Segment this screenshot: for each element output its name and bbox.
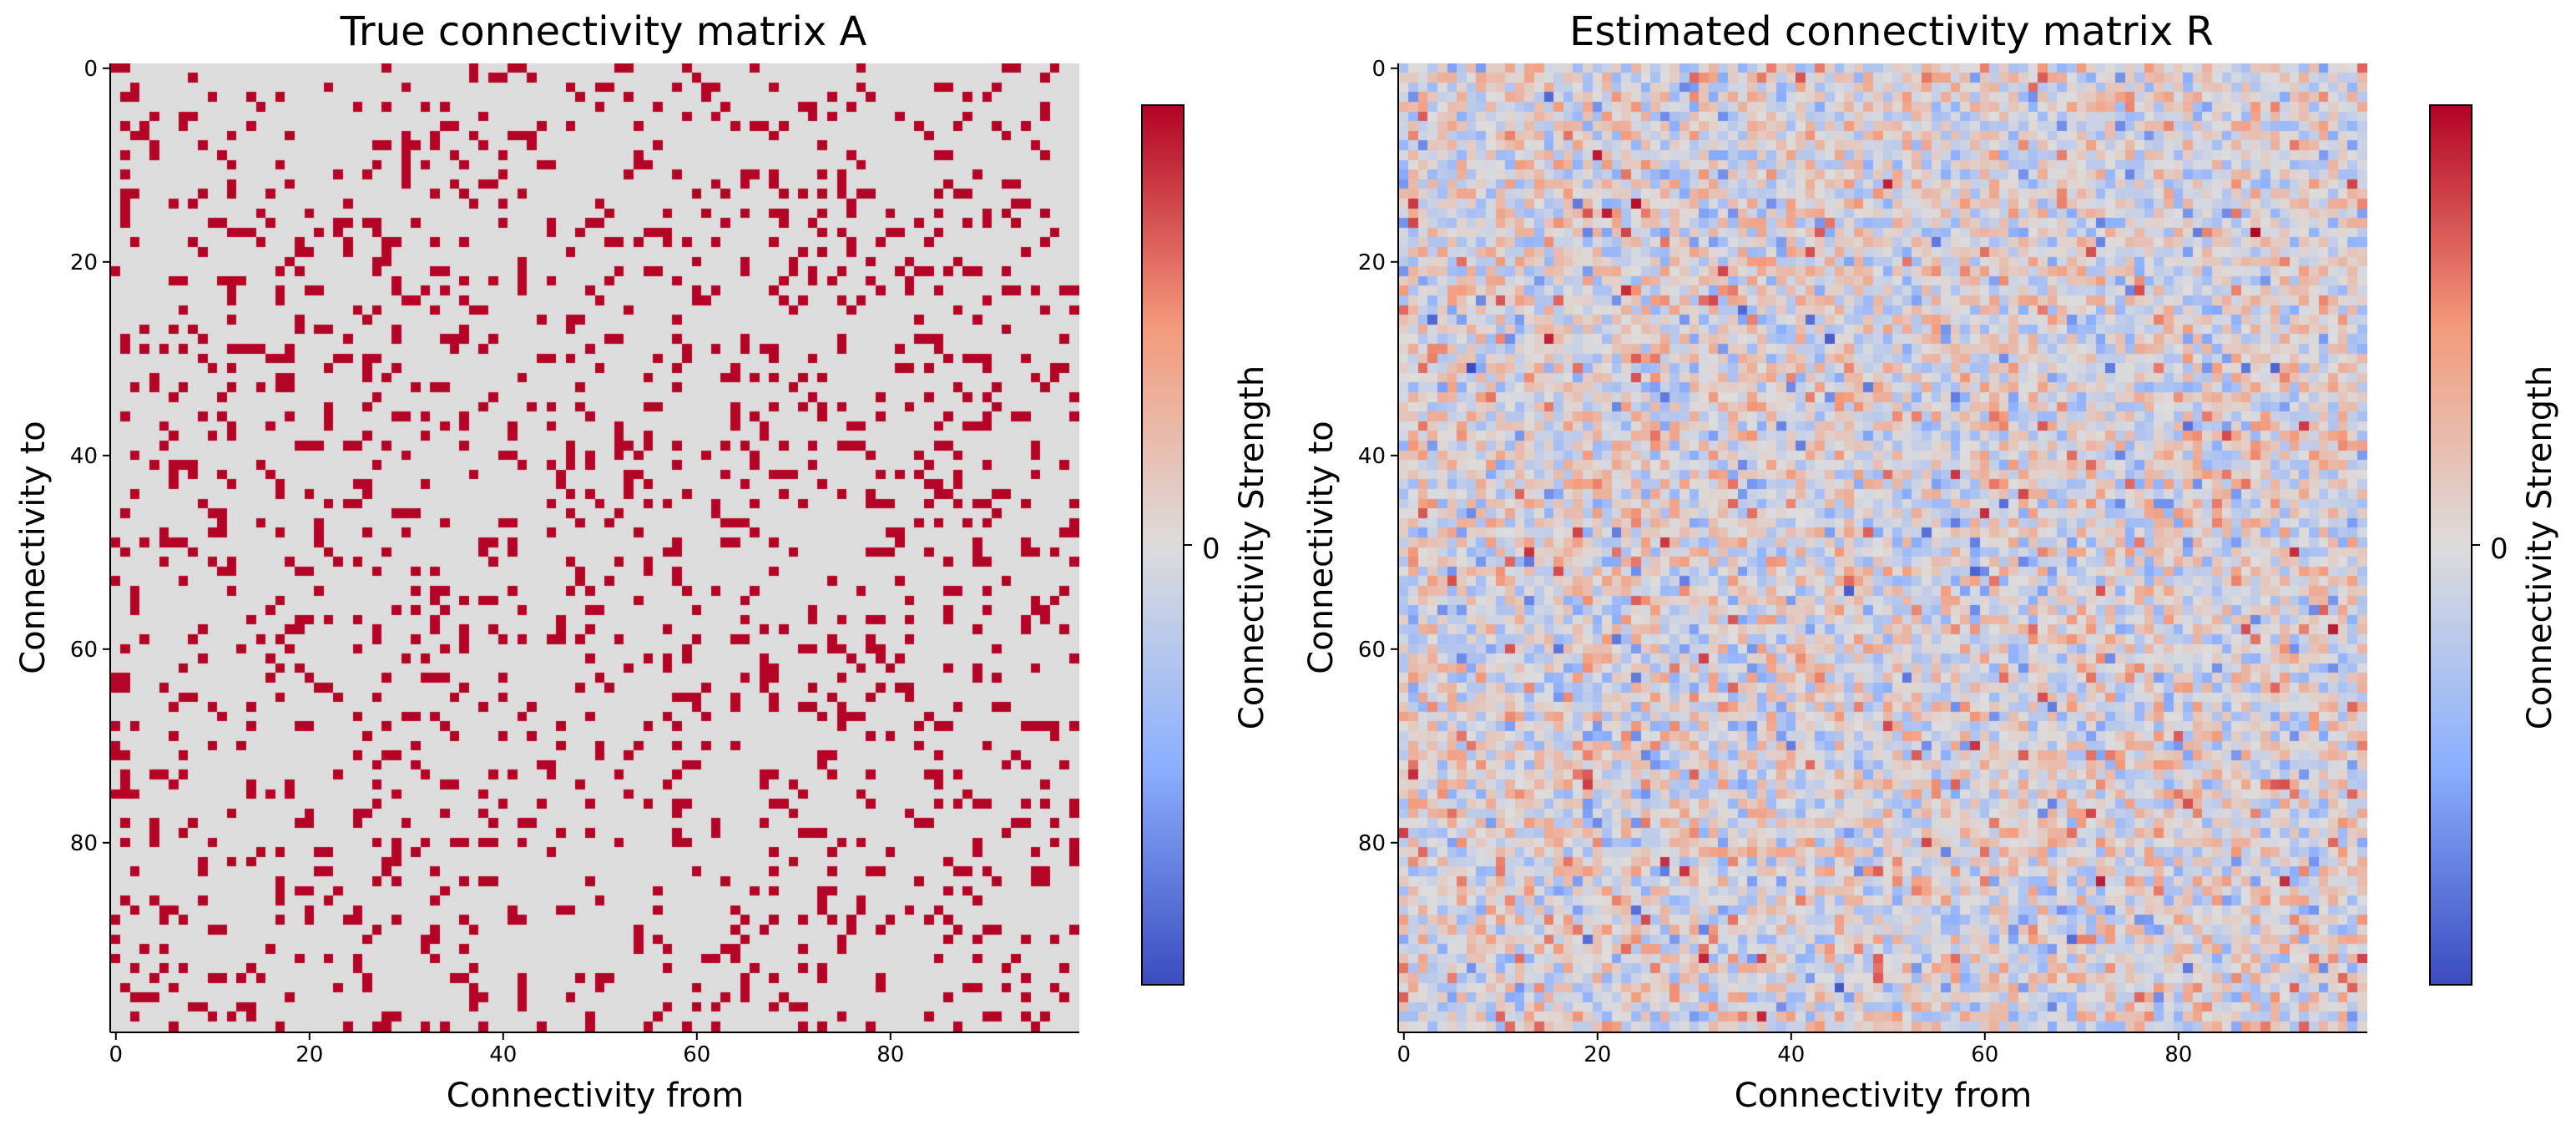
y-tick-label: 40 bbox=[1358, 444, 1386, 469]
y-tick-label: 0 bbox=[1371, 57, 1386, 82]
x-tick-label: 80 bbox=[876, 1042, 904, 1067]
x-axis-label: Connectivity from bbox=[446, 1077, 745, 1115]
y-tick-label: 80 bbox=[1358, 831, 1386, 856]
x-tick-label: 0 bbox=[1397, 1042, 1412, 1067]
y-tick-label: 40 bbox=[70, 444, 98, 469]
heatmap-grid bbox=[111, 63, 1079, 1032]
x-tick-label: 80 bbox=[2164, 1042, 2192, 1067]
y-tick-label: 20 bbox=[70, 250, 98, 275]
x-tick-label: 0 bbox=[109, 1042, 124, 1067]
colorbar-label: Connectivity Strength bbox=[1233, 365, 1271, 730]
y-tick-label: 60 bbox=[1358, 638, 1386, 663]
x-tick-label: 60 bbox=[683, 1042, 710, 1067]
y-tick-label: 60 bbox=[70, 638, 98, 663]
y-tick-label: 20 bbox=[1358, 250, 1386, 275]
x-tick-label: 20 bbox=[1583, 1042, 1611, 1067]
panel-estimated-matrix: Estimated connectivity matrix R 0 20 40 60 8… bbox=[1288, 0, 2576, 1135]
panel-true-matrix: True connectivity matrix A 0 20 40 60 80 0 20 4… bbox=[14, 8, 1271, 1115]
x-axis-label: Connectivity from bbox=[1734, 1077, 2033, 1115]
heatmap-axes: 0 20 40 60 80 0 20 40 60 80 bbox=[1358, 57, 2480, 1067]
heatmap-grid bbox=[1399, 63, 2367, 1032]
y-tick-label: 0 bbox=[83, 57, 98, 82]
chart-title: Estimated connectivity matrix R bbox=[1569, 8, 2214, 55]
y-tick-label: 80 bbox=[70, 831, 98, 856]
colorbar-tick-label: 0 bbox=[1202, 532, 1220, 566]
x-tick-label: 40 bbox=[1777, 1042, 1805, 1067]
colorbar-tick-label: 0 bbox=[2490, 532, 2508, 566]
y-axis-label: Connectivity to bbox=[1302, 421, 1341, 674]
x-tick-label: 20 bbox=[295, 1042, 323, 1067]
colorbar bbox=[2429, 104, 2472, 986]
heatmap-axes: 0 20 40 60 80 0 20 40 60 80 bbox=[70, 57, 1192, 1067]
x-tick-label: 40 bbox=[489, 1042, 517, 1067]
colorbar-label: Connectivity Strength bbox=[2521, 365, 2559, 730]
chart-title: True connectivity matrix A bbox=[340, 8, 867, 55]
colorbar bbox=[1141, 104, 1184, 986]
x-tick-label: 60 bbox=[1971, 1042, 1998, 1067]
y-axis-label: Connectivity to bbox=[14, 421, 53, 674]
